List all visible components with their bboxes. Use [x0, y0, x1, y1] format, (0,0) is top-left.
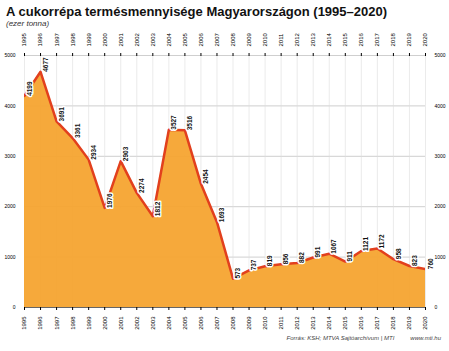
svg-text:991: 991 — [314, 246, 321, 257]
svg-text:1000: 1000 — [435, 254, 446, 260]
svg-text:2000: 2000 — [102, 32, 108, 46]
svg-text:2019: 2019 — [406, 316, 412, 330]
svg-text:1998: 1998 — [70, 316, 76, 330]
svg-text:2016: 2016 — [358, 32, 364, 46]
svg-text:4677: 4677 — [42, 57, 49, 72]
svg-text:1996: 1996 — [37, 32, 43, 46]
svg-text:3527: 3527 — [170, 115, 177, 130]
svg-text:2012: 2012 — [294, 316, 300, 330]
svg-text:1999: 1999 — [86, 32, 92, 46]
svg-text:2010: 2010 — [262, 316, 268, 330]
svg-text:2014: 2014 — [326, 316, 332, 330]
svg-text:2016: 2016 — [358, 316, 364, 330]
svg-text:2015: 2015 — [342, 316, 348, 330]
svg-text:2013: 2013 — [310, 32, 316, 46]
svg-text:2009: 2009 — [246, 32, 252, 46]
svg-text:2012: 2012 — [294, 32, 300, 46]
svg-text:2020: 2020 — [422, 316, 428, 330]
svg-text:2017: 2017 — [374, 32, 380, 46]
svg-text:2000: 2000 — [4, 203, 15, 209]
html-text:Forrás: KSH; MTVA Sajtóarchívu: Forrás: KSH; MTVA Sajtóarchívum | MTI — [286, 335, 395, 341]
svg-text:2008: 2008 — [230, 316, 236, 330]
svg-text:1998: 1998 — [70, 32, 76, 46]
svg-text:760: 760 — [427, 258, 434, 269]
svg-text:1067: 1067 — [330, 239, 337, 254]
svg-text:2011: 2011 — [278, 33, 284, 47]
svg-text:1997: 1997 — [54, 316, 60, 330]
svg-text:2007: 2007 — [214, 316, 220, 330]
svg-text:573: 573 — [234, 267, 241, 278]
html-text:www.mti.hu: www.mti.hu — [410, 335, 441, 341]
svg-text:1996: 1996 — [37, 316, 43, 330]
svg-text:2019: 2019 — [406, 32, 412, 46]
svg-text:823: 823 — [411, 255, 418, 266]
svg-text:2017: 2017 — [374, 316, 380, 330]
svg-text:2009: 2009 — [246, 316, 252, 330]
svg-text:2018: 2018 — [390, 32, 396, 46]
svg-text:2001: 2001 — [118, 32, 124, 46]
svg-text:2007: 2007 — [214, 32, 220, 46]
svg-text:2014: 2014 — [326, 32, 332, 46]
svg-text:1693: 1693 — [218, 207, 225, 222]
html-text:(ezer tonna): (ezer tonna) — [6, 19, 50, 28]
svg-text:2934: 2934 — [90, 145, 97, 160]
svg-text:5000: 5000 — [435, 52, 446, 58]
svg-text:4000: 4000 — [435, 103, 446, 109]
svg-text:2003: 2003 — [150, 32, 156, 46]
svg-text:2005: 2005 — [182, 32, 188, 46]
svg-text:737: 737 — [250, 259, 257, 270]
svg-text:5000: 5000 — [4, 52, 15, 58]
svg-text:2020: 2020 — [422, 32, 428, 46]
svg-text:0: 0 — [435, 304, 438, 310]
svg-text:1121: 1121 — [362, 237, 369, 251]
svg-text:1995: 1995 — [21, 316, 27, 330]
svg-text:3000: 3000 — [4, 153, 15, 159]
svg-text:1999: 1999 — [86, 316, 92, 330]
svg-text:911: 911 — [346, 251, 353, 262]
svg-text:1997: 1997 — [54, 32, 60, 46]
svg-text:1976: 1976 — [106, 193, 113, 208]
svg-text:1172: 1172 — [378, 234, 385, 248]
svg-text:1000: 1000 — [4, 254, 15, 260]
svg-text:2013: 2013 — [310, 316, 316, 330]
svg-text:2006: 2006 — [198, 32, 204, 46]
svg-text:2011: 2011 — [278, 316, 284, 330]
svg-text:0: 0 — [13, 304, 16, 310]
svg-text:2015: 2015 — [342, 32, 348, 46]
svg-text:3000: 3000 — [435, 153, 446, 159]
svg-text:2010: 2010 — [262, 32, 268, 46]
svg-text:4000: 4000 — [4, 103, 15, 109]
svg-text:2005: 2005 — [182, 316, 188, 330]
svg-text:2006: 2006 — [198, 316, 204, 330]
html-text:A cukorrépa termésmennyisége M: A cukorrépa termésmennyisége Magyarorszá… — [6, 4, 387, 19]
svg-text:2903: 2903 — [122, 146, 129, 161]
svg-text:2018: 2018 — [390, 316, 396, 330]
svg-text:2002: 2002 — [134, 32, 140, 46]
svg-text:4199: 4199 — [26, 81, 33, 96]
svg-text:2002: 2002 — [134, 316, 140, 330]
svg-text:958: 958 — [395, 248, 402, 259]
svg-text:2004: 2004 — [166, 32, 172, 46]
svg-text:3691: 3691 — [58, 107, 65, 122]
svg-text:1812: 1812 — [154, 201, 161, 216]
svg-text:2008: 2008 — [230, 32, 236, 46]
svg-text:2001: 2001 — [118, 316, 124, 330]
svg-text:2274: 2274 — [138, 178, 145, 193]
svg-text:819: 819 — [266, 255, 273, 266]
svg-text:2000: 2000 — [102, 316, 108, 330]
svg-text:856: 856 — [282, 253, 289, 264]
svg-text:3516: 3516 — [186, 115, 193, 130]
svg-text:2004: 2004 — [166, 316, 172, 330]
svg-text:2003: 2003 — [150, 316, 156, 330]
svg-text:1995: 1995 — [21, 32, 27, 46]
svg-text:882: 882 — [298, 252, 305, 263]
svg-text:2454: 2454 — [202, 169, 209, 184]
svg-text:3361: 3361 — [74, 123, 81, 138]
svg-text:2000: 2000 — [435, 203, 446, 209]
